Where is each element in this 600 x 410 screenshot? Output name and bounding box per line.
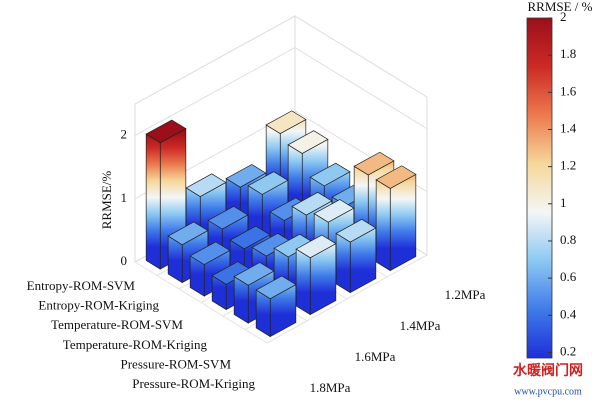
colorbar-tick-label: 1.4 [560, 120, 577, 135]
bar-top [255, 275, 297, 300]
floor-grid [134, 261, 268, 344]
pressure-label: 1.4MPa [400, 318, 441, 333]
bar-top [233, 262, 275, 286]
bar-top [189, 241, 231, 265]
bar-top [313, 199, 355, 223]
grid-line [134, 47, 428, 137]
bar-top [145, 119, 187, 144]
bar-front [375, 179, 391, 272]
bar [335, 218, 377, 294]
watermark-url: www.pvcpu.com [514, 386, 582, 397]
bar-front [335, 232, 351, 294]
bar [255, 275, 297, 338]
colorbar-tick-label: 0.2 [560, 343, 576, 358]
bar [295, 234, 337, 316]
colorbar-tick-label: 0.4 [560, 306, 577, 321]
method-label: Temperature-ROM-SVM [51, 317, 183, 332]
z-tick-label: 1 [121, 190, 128, 205]
method-label: Entropy-ROM-Kriging [38, 298, 159, 313]
bar-side [389, 173, 417, 272]
bar-front [295, 248, 311, 316]
colorbar-tick-label: 1.8 [560, 46, 576, 61]
method-label: Pressure-ROM-Kriging [132, 376, 255, 391]
colorbar-tick-label: 0.6 [560, 269, 577, 284]
colorbar [526, 17, 553, 359]
pressure-label: 1.6MPa [355, 349, 396, 364]
colorbar-tick-label: 1.2 [560, 158, 576, 173]
bar-top [295, 234, 337, 259]
bar-top [225, 164, 267, 188]
bar-front [145, 133, 161, 270]
bar-top [375, 165, 417, 189]
watermark-text: 水暖阀门网 [513, 362, 583, 379]
bar-top [167, 221, 209, 246]
bar-top [207, 205, 249, 230]
bar-top [335, 218, 377, 243]
colorbar-tick-label: 1 [560, 195, 567, 210]
bar-top [287, 130, 329, 154]
colorbar-tick-label: 1.6 [560, 83, 577, 98]
bar-top [229, 225, 271, 250]
bar-top [291, 191, 333, 216]
bar [375, 165, 417, 272]
colorbar-tick-label: 2 [560, 9, 567, 24]
method-label: Entropy-ROM-SVM [27, 278, 136, 293]
pressure-label: 1.8MPa [310, 380, 351, 395]
method-label: Pressure-ROM-SVM [121, 356, 232, 371]
colorbar-tick-label: 0.8 [560, 232, 576, 247]
bar-top [309, 162, 351, 187]
pressure-label: 1.2MPa [445, 287, 486, 302]
colorbar-title: RRMSE / % [527, 0, 592, 14]
bar-top [265, 110, 307, 134]
method-label: Temperature-ROM-Kriging [63, 337, 208, 352]
z-axis-label: RRMSE/% [99, 171, 114, 230]
z-tick-label: 0 [121, 253, 128, 268]
bar-top [353, 151, 395, 176]
bar-top [185, 173, 227, 197]
bar-top [247, 171, 289, 195]
z-tick-label: 2 [121, 127, 128, 142]
